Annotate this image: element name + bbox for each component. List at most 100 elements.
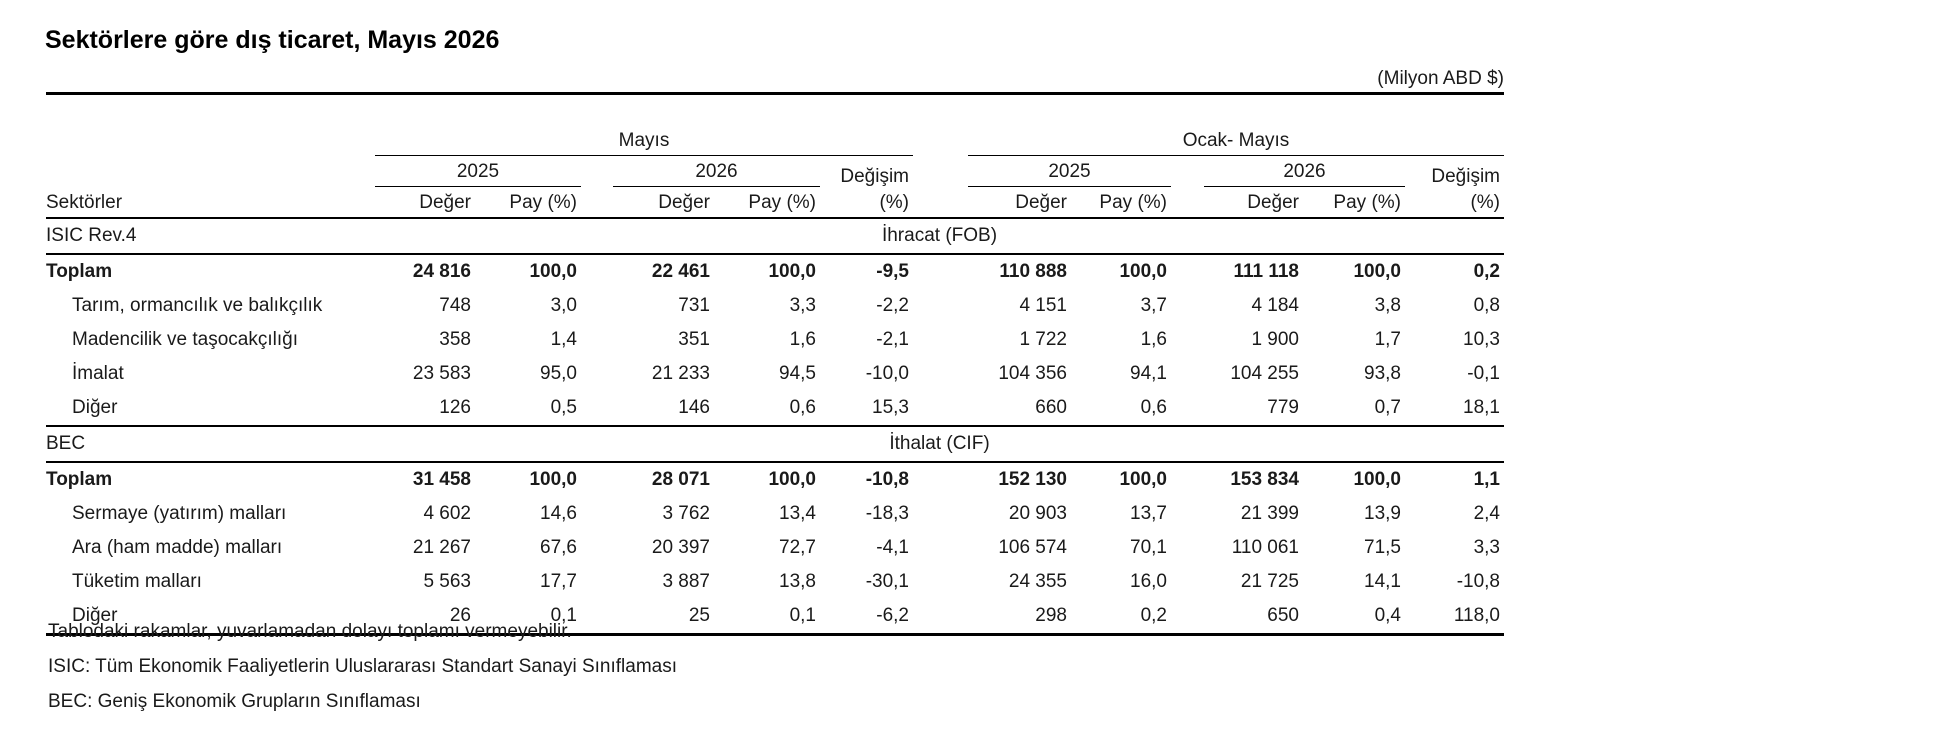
spacer-cell <box>581 599 613 636</box>
flow-label: İhracat (FOB) <box>375 218 1504 255</box>
row-label: Tüketim malları <box>72 571 202 592</box>
spacer-cell <box>913 531 968 565</box>
spacer-cell <box>581 565 613 599</box>
cell-value-may-2025: 126 <box>439 397 471 418</box>
spacer-cell <box>1171 599 1204 636</box>
cell-share-may-2025: 3,0 <box>550 295 577 316</box>
cell-change-may: 15,3 <box>872 397 909 418</box>
spacer-cell <box>913 254 968 289</box>
table-row: Tüketim malları 5 563 17,7 3 887 13,8 -30,1 24… <box>46 565 1504 599</box>
group-header-ytd: Ocak- Mayıs <box>968 125 1504 156</box>
spacer-cell <box>581 323 613 357</box>
cell-change-may: -2,2 <box>876 295 909 316</box>
row-label: Tarım, ormancılık ve balıkçılık <box>72 295 323 316</box>
cell-value-ytd-2025: 4 151 <box>1019 295 1067 316</box>
spacer-cell <box>1171 531 1204 565</box>
cell-value-may-2026: 20 397 <box>651 537 710 558</box>
cell-share-ytd-2026: 14,1 <box>1364 571 1401 592</box>
spacer-cell <box>1171 357 1204 391</box>
spacer-cell <box>581 254 613 289</box>
table-title: Sektörlere göre dış ticaret, Mayıs 2026 <box>45 26 500 54</box>
table-row: Diğer 26 0,1 25 0,1 -6,2 298 0,2 650 0,4 118,0 <box>46 599 1504 636</box>
col-value-ytd-2026: Değer <box>1204 186 1303 219</box>
cell-share-may-2026: 13,8 <box>779 571 816 592</box>
cell-value-may-2026: 351 <box>678 329 710 350</box>
spacer-cell <box>581 357 613 391</box>
cell-share-ytd-2026: 0,4 <box>1303 599 1405 636</box>
cell-change-ytd: 1,1 <box>1473 469 1500 490</box>
spacer-cell <box>913 391 968 426</box>
row-label: İmalat <box>72 363 124 384</box>
header-row-columns: Sektörler Değer Pay (%) Değer Pay (%) (%… <box>46 186 1504 219</box>
cell-value-ytd-2025: 20 903 <box>1008 503 1067 524</box>
row-label: Toplam <box>46 469 113 490</box>
cell-share-may-2025: 67,6 <box>540 537 577 558</box>
trade-table: Mayıs Ocak- Mayıs 2025 2026 Değişim 2025… <box>46 92 1504 636</box>
row-label: Diğer <box>46 599 375 636</box>
header-row-years: 2025 2026 Değişim 2025 2026 Değişim <box>46 155 1504 187</box>
section-header-row: ISIC Rev.4 İhracat (FOB) <box>46 218 1504 255</box>
cell-share-may-2026: 13,4 <box>779 503 816 524</box>
cell-value-ytd-2025: 110 888 <box>999 261 1067 282</box>
cell-change-ytd: -10,8 <box>1456 571 1500 592</box>
col-value-ytd-2025: Değer <box>968 186 1071 219</box>
cell-change-may: -10,0 <box>865 363 909 384</box>
cell-share-may-2025: 0,1 <box>475 599 581 636</box>
row-label: Sermaye (yatırım) malları <box>72 503 287 524</box>
cell-value-may-2025: 4 602 <box>423 503 471 524</box>
cell-share-ytd-2026: 100,0 <box>1353 261 1401 282</box>
spacer-cell <box>581 497 613 531</box>
spacer-cell <box>913 497 968 531</box>
col-value-may-2026: Değer <box>613 186 714 219</box>
classification-label: ISIC Rev.4 <box>46 218 375 255</box>
cell-value-ytd-2026: 779 <box>1267 397 1299 418</box>
cell-change-may: -4,1 <box>876 537 909 558</box>
spacer-cell <box>913 357 968 391</box>
cell-value-may-2025: 21 267 <box>412 537 471 558</box>
cell-value-may-2026: 3 762 <box>662 503 710 524</box>
cell-share-may-2025: 14,6 <box>540 503 577 524</box>
classification-label: BEC <box>46 425 375 463</box>
cell-share-ytd-2026: 13,9 <box>1364 503 1401 524</box>
footnotes: Tablodaki rakamlar, yuvarlamadan dolayı … <box>48 614 677 719</box>
cell-value-may-2026: 731 <box>678 295 710 316</box>
footnote-rounding: Tablodaki rakamlar, yuvarlamadan dolayı … <box>48 621 572 642</box>
spacer-cell <box>1171 289 1204 323</box>
cell-value-ytd-2026: 21 725 <box>1240 571 1299 592</box>
cell-value-may-2026: 21 233 <box>651 363 710 384</box>
cell-change-ytd: 0,8 <box>1473 295 1500 316</box>
cell-value-may-2025: 358 <box>439 329 471 350</box>
cell-change-ytd: 118,0 <box>1405 599 1504 636</box>
spacer-cell <box>581 391 613 426</box>
cell-share-ytd-2025: 0,2 <box>1071 599 1171 636</box>
cell-value-ytd-2026: 104 255 <box>1230 363 1299 384</box>
cell-value-ytd-2025: 298 <box>968 599 1071 636</box>
cell-value-ytd-2025: 1 722 <box>1019 329 1067 350</box>
cell-value-may-2025: 26 <box>375 599 475 636</box>
spacer-cell <box>581 462 613 497</box>
cell-share-ytd-2025: 94,1 <box>1130 363 1167 384</box>
group-header-may: Mayıs <box>375 125 913 156</box>
cell-value-may-2025: 748 <box>439 295 471 316</box>
footnote-isic: ISIC: Tüm Ekonomik Faaliyetlerin Uluslar… <box>48 656 678 677</box>
cell-share-ytd-2025: 100,0 <box>1119 261 1167 282</box>
table-row: Ara (ham madde) malları 21 267 67,6 20 397 7… <box>46 531 1504 565</box>
spacer-cell <box>1171 323 1204 357</box>
cell-change-may: -30,1 <box>865 571 909 592</box>
cell-change-may: -6,2 <box>820 599 913 636</box>
cell-share-may-2026: 100,0 <box>768 261 816 282</box>
cell-share-ytd-2025: 3,7 <box>1140 295 1167 316</box>
cell-share-ytd-2025: 16,0 <box>1130 571 1167 592</box>
cell-change-ytd: 3,3 <box>1473 537 1500 558</box>
cell-share-may-2026: 1,6 <box>789 329 816 350</box>
cell-value-may-2026: 146 <box>678 397 710 418</box>
cell-change-may: -10,8 <box>865 469 909 490</box>
table-row: Tarım, ormancılık ve balıkçılık 748 3,0 731… <box>46 289 1504 323</box>
cell-value-ytd-2026: 4 184 <box>1251 295 1299 316</box>
col-value-may-2025: Değer <box>375 186 475 219</box>
row-label: Diğer <box>72 397 118 418</box>
row-label: Toplam <box>46 261 113 282</box>
cell-value-may-2026: 28 071 <box>651 469 710 490</box>
cell-value-may-2025: 5 563 <box>423 571 471 592</box>
cell-share-may-2026: 72,7 <box>779 537 816 558</box>
